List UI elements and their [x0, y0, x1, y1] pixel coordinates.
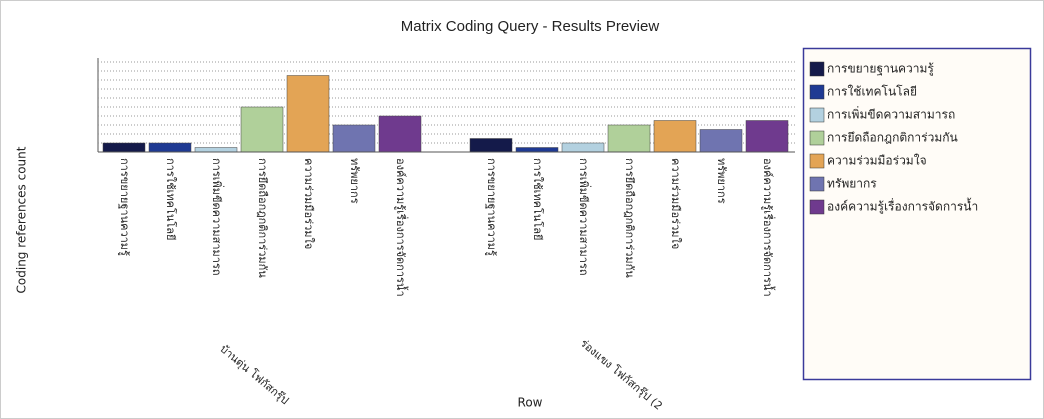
legend-box: [802, 47, 1032, 381]
bar-category-label: ความร่วมมือร่วมใจ: [669, 158, 682, 249]
bar: [286, 75, 330, 153]
legend-swatch: [809, 107, 825, 123]
bar: [699, 129, 743, 153]
legend-swatch: [809, 61, 825, 77]
bar: [745, 120, 789, 153]
bar-category-label: องค์ความรู้เรื่องการจัดการน้ำ: [394, 158, 409, 297]
bar: [332, 124, 376, 153]
chart-title: Matrix Coding Query - Results Preview: [401, 18, 660, 35]
legend-label: การเพิ่มขีดความสามารถ: [827, 106, 955, 122]
bar: [515, 147, 559, 153]
legend-swatch: [809, 153, 825, 169]
bar: [240, 106, 284, 153]
bar: [469, 138, 513, 153]
legend-label: การขยายฐานความรู้: [827, 62, 934, 77]
bar-category-label: ความร่วมมือร่วมใจ: [302, 158, 315, 249]
bar-category-label: การเพิ่มขีดความสามารถ: [577, 158, 592, 276]
bar-category-label: การใช้เทคโนโลยี: [531, 158, 545, 240]
bar-category-label: การยึดถือกฎกติการ่วมกัน: [256, 158, 269, 278]
bar: [102, 142, 146, 153]
bar-category-label: ทรัพยากร: [715, 158, 728, 204]
legend-swatch: [809, 84, 825, 100]
legend-swatch: [809, 176, 825, 192]
y-axis-label: Coding references count: [15, 146, 29, 293]
bar: [194, 147, 238, 153]
x-axis-label: Row: [518, 396, 543, 410]
bar: [607, 124, 651, 153]
legend-label: ทรัพยากร: [827, 177, 877, 191]
bar: [653, 120, 697, 153]
legend-label: การยึดถือกฎกติการ่วมกัน: [827, 131, 958, 145]
bar-category-label: ทรัพยากร: [348, 158, 361, 204]
legend-swatch: [809, 199, 825, 215]
bar-category-label: การเพิ่มขีดความสามารถ: [210, 158, 225, 276]
bar-category-label: การใช้เทคโนโลยี: [164, 158, 178, 240]
bar: [378, 115, 422, 153]
legend-label: การใช้เทคโนโลยี: [827, 85, 917, 99]
bar: [148, 142, 192, 153]
legend-label: ความร่วมมือร่วมใจ: [827, 154, 927, 168]
legend-label: องค์ความรู้เรื่องการจัดการน้ำ: [827, 198, 978, 215]
legend-swatch: [809, 130, 825, 146]
bar-category-label: การยึดถือกฎกติการ่วมกัน: [623, 158, 636, 278]
bar-category-label: การขยายฐานความรู้: [118, 158, 131, 256]
bar-category-label: องค์ความรู้เรื่องการจัดการน้ำ: [761, 158, 776, 297]
bar-category-label: การขยายฐานความรู้: [485, 158, 498, 256]
bar: [561, 142, 605, 153]
